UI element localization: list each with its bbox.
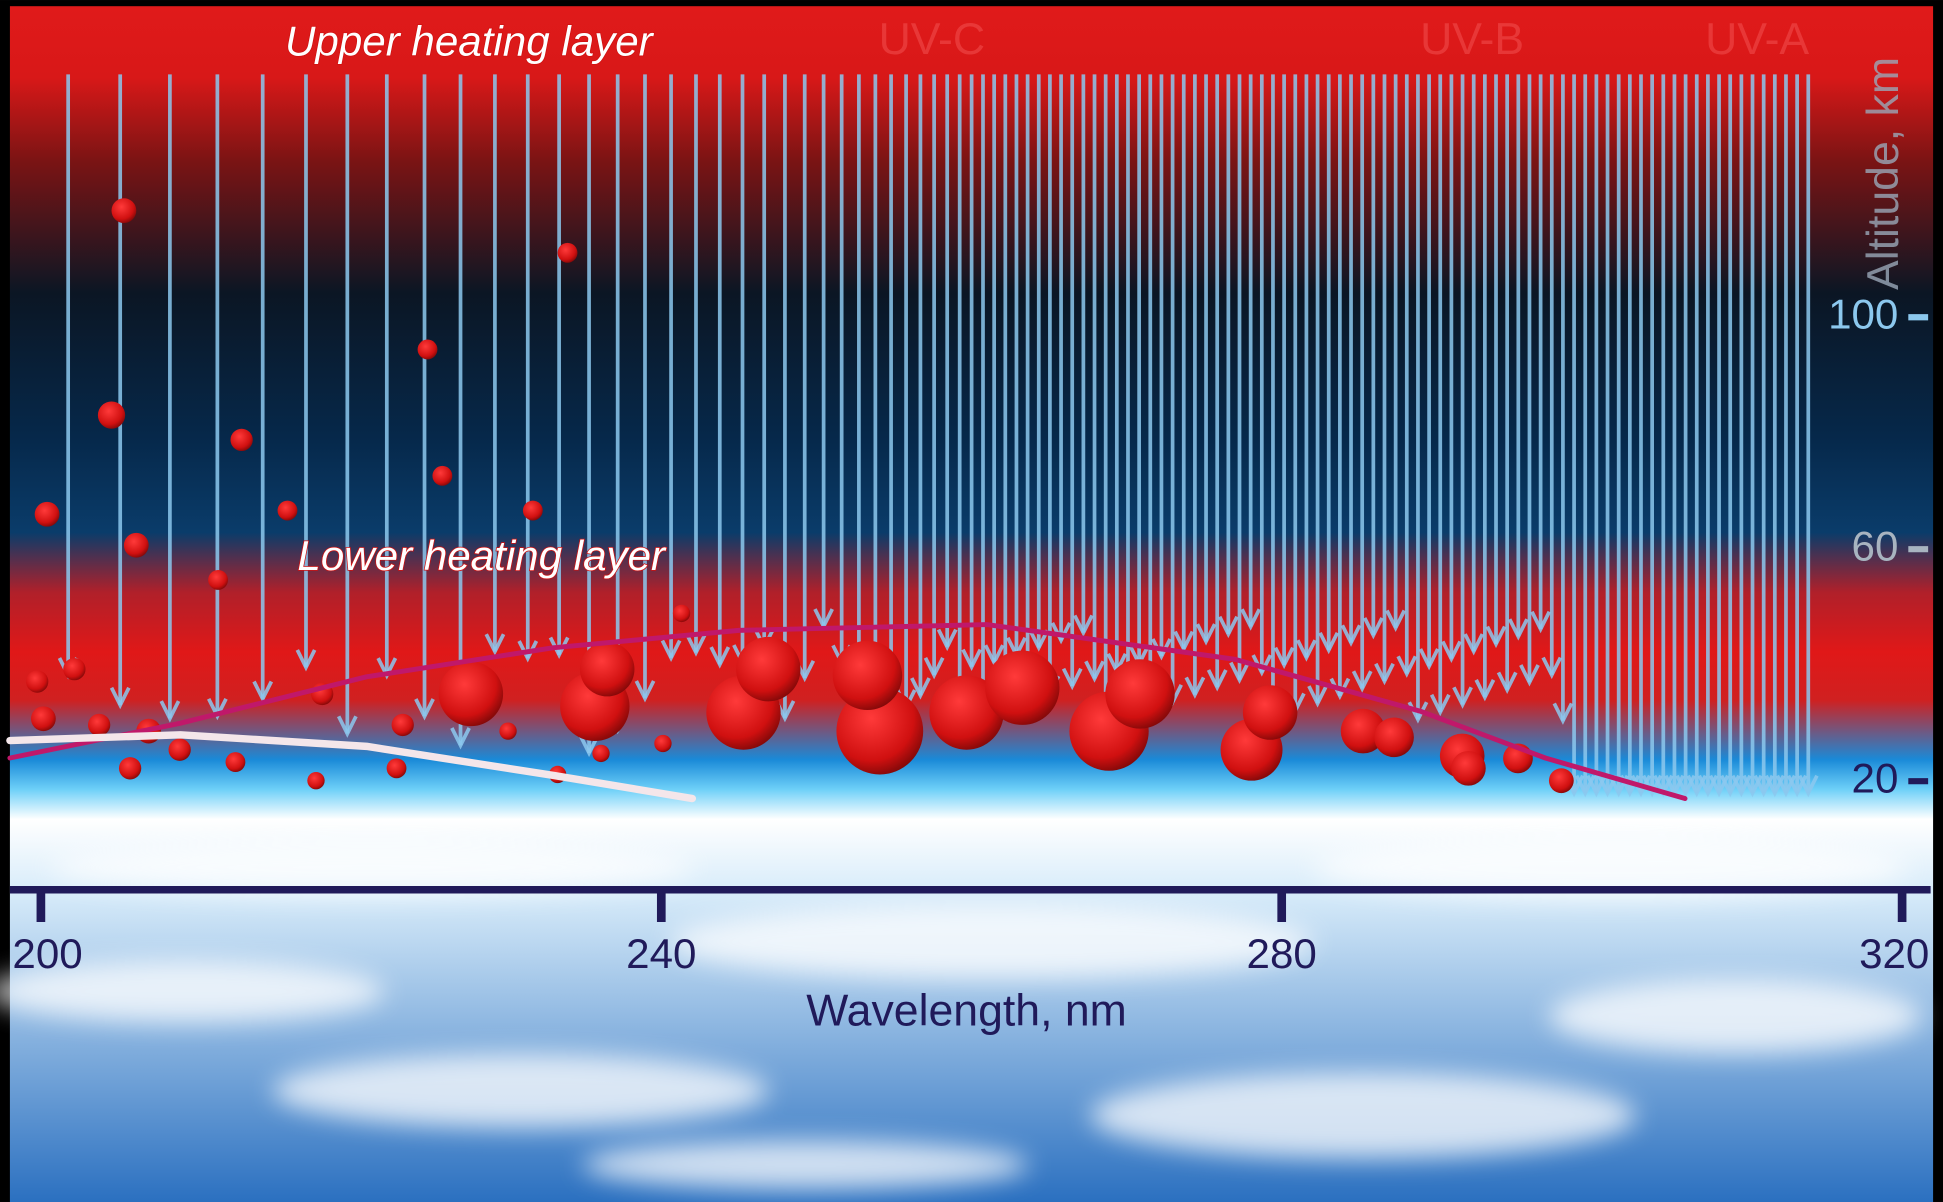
molecule: [1549, 768, 1574, 793]
upper-layer-label: Upper heating layer: [285, 18, 655, 65]
x-tick-label: 320: [1859, 930, 1929, 977]
molecule: [278, 501, 298, 521]
lower-layer-label: Lower heating layer: [297, 532, 667, 579]
molecule: [673, 605, 690, 622]
y-tick-label: 100: [1828, 290, 1898, 337]
molecule: [592, 745, 609, 762]
y-tick-label: 60: [1852, 522, 1899, 569]
molecule: [1105, 659, 1174, 728]
molecule: [499, 722, 516, 739]
molecule: [26, 670, 48, 692]
molecule: [208, 570, 228, 590]
molecule: [124, 533, 149, 558]
x-tick-label: 240: [626, 930, 696, 977]
molecule: [418, 340, 438, 360]
molecule: [230, 429, 252, 451]
molecule: [1374, 717, 1414, 757]
molecule: [35, 502, 60, 527]
molecule: [63, 658, 85, 680]
band-label: UV-B: [1420, 15, 1524, 64]
molecule: [169, 739, 191, 761]
y-axis-title: Altitude, km: [1859, 57, 1908, 290]
molecule: [307, 772, 324, 789]
molecule: [580, 642, 635, 697]
molecule: [119, 757, 141, 779]
molecule: [31, 706, 56, 731]
y-tick-label: 20: [1852, 754, 1899, 801]
molecule: [523, 501, 543, 521]
molecule: [387, 758, 407, 778]
molecule: [654, 735, 671, 752]
x-tick-label: 200: [12, 930, 82, 977]
molecule: [439, 662, 503, 726]
molecule: [432, 466, 452, 486]
molecule: [1451, 751, 1486, 786]
x-axis-title: Wavelength, nm: [806, 986, 1127, 1035]
chart: Upper heating layer Lower heating layer …: [0, 0, 1943, 1202]
molecule: [1243, 685, 1298, 740]
band-label: UV-A: [1705, 15, 1809, 64]
x-tick-label: 280: [1247, 930, 1317, 977]
band-label: UV-C: [879, 15, 986, 64]
molecule: [392, 714, 414, 736]
molecule: [833, 641, 902, 710]
molecule: [98, 401, 125, 428]
molecule: [985, 651, 1059, 725]
molecule: [558, 243, 578, 263]
molecule: [736, 637, 800, 701]
molecule: [88, 714, 110, 736]
molecule: [112, 198, 137, 223]
molecule: [226, 752, 246, 772]
